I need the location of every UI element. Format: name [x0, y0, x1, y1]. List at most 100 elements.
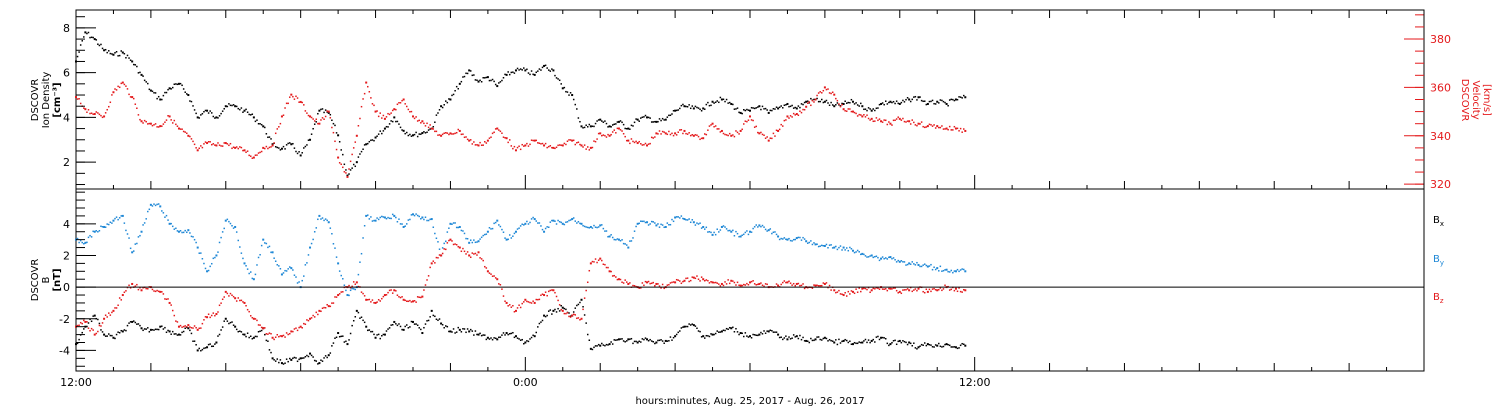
b-fill-Bx-20-3 — [267, 340, 269, 342]
top-fill-1-21-3 — [276, 128, 279, 130]
top-fill-0-30-4 — [362, 148, 364, 150]
b-fill-Bz-31-3 — [370, 301, 372, 303]
top-fill-1-23-5 — [298, 101, 300, 103]
top-point-0-89 — [908, 98, 911, 101]
top-fill-1-78-2 — [808, 101, 811, 103]
top-fill-1-51-2 — [555, 146, 558, 149]
b-fill-By-67-1 — [704, 228, 706, 230]
b-fill-Bx-56-5 — [607, 344, 609, 346]
top-fill-1-58-5 — [625, 139, 628, 142]
top-fill-0-26-2 — [321, 108, 324, 110]
ylabel-right-line1: DSCOVR — [1459, 79, 1470, 122]
b-point-By-34 — [393, 214, 396, 217]
top-fill-1-11-1 — [179, 128, 182, 130]
top-fill-0-93-1 — [947, 104, 949, 107]
top-point-1-40 — [449, 132, 452, 135]
top-point-0-32 — [374, 136, 377, 139]
top-fill-1-69-3 — [725, 134, 728, 136]
b-fill-By-50-2 — [546, 226, 548, 228]
b-fill-Bz-11-2 — [181, 326, 183, 328]
top-fill-0-17-2 — [237, 107, 240, 110]
b-point-Bx-55 — [589, 347, 592, 350]
b-fill-By-3-5 — [111, 222, 113, 224]
top-fill-0-89-2 — [911, 98, 914, 101]
b-fill-By-48-5 — [532, 216, 534, 219]
b-point-By-28 — [337, 262, 340, 265]
top-fill-1-60-2 — [640, 142, 642, 145]
b-fill-By-74-2 — [771, 232, 773, 235]
b-fill-By-7-5 — [148, 208, 151, 211]
top-fill-0-32-5 — [382, 130, 385, 132]
b-fill-By-61-5 — [654, 222, 656, 224]
b-point-Bz-77 — [795, 282, 798, 285]
top-fill-1-2-2 — [97, 112, 99, 114]
top-fill-1-37-1 — [423, 122, 425, 125]
b-fill-By-79-5 — [822, 245, 825, 247]
b-point-Bx-75 — [777, 333, 780, 336]
b-fill-By-29-5 — [354, 288, 357, 291]
b-point-By-13 — [196, 246, 199, 249]
b-fill-Bz-76-3 — [791, 284, 793, 286]
b-fill-Bz-3-1 — [104, 314, 107, 316]
top-fill-0-23-4 — [296, 152, 299, 155]
top-fill-1-1-2 — [87, 109, 90, 111]
b-fill-Bx-25-5 — [317, 363, 319, 365]
top-point-1-56 — [599, 132, 602, 135]
b-fill-By-15-4 — [221, 231, 224, 233]
b-fill-Bx-77-3 — [800, 338, 803, 341]
b-fill-Bz-85-3 — [875, 286, 878, 289]
b-fill-By-27-4 — [334, 247, 336, 249]
top-fill-0-89-4 — [914, 95, 917, 98]
b-fill-Bz-31-4 — [371, 299, 374, 301]
b-fill-Bz-54-2 — [583, 297, 586, 299]
b-fill-Bz-2-2 — [97, 330, 99, 333]
b-point-Bz-48 — [524, 298, 527, 301]
top-fill-1-8-2 — [153, 124, 155, 126]
b-fill-Bz-64-1 — [675, 278, 678, 281]
b-fill-Bx-78-3 — [810, 337, 812, 340]
b-fill-Bz-55-3 — [594, 258, 597, 260]
top-fill-0-1-4 — [90, 36, 93, 39]
b-point-Bx-72 — [749, 335, 751, 338]
b-fill-Bx-22-4 — [287, 360, 289, 363]
b-fill-By-30-5 — [363, 225, 366, 227]
b-fill-By-79-4 — [821, 244, 823, 247]
top-fill-1-69-5 — [728, 132, 731, 135]
b-fill-Bx-0-4 — [81, 331, 83, 334]
b-fill-Bz-42-3 — [473, 253, 475, 255]
top-fill-1-70-1 — [732, 134, 734, 136]
b-fill-Bx-36-2 — [415, 323, 417, 325]
top-fill-1-68-2 — [714, 125, 717, 127]
top-fill-1-62-4 — [661, 130, 664, 133]
b-fill-By-13-4 — [203, 262, 205, 265]
b-fill-Bz-38-4 — [437, 257, 439, 259]
b-fill-By-38-2 — [434, 232, 436, 235]
b-fill-By-20-1 — [264, 242, 266, 244]
top-fill-0-24-4 — [306, 144, 308, 146]
top-point-1-76 — [786, 115, 789, 118]
b-fill-By-93-1 — [947, 270, 949, 273]
b-fill-Bx-68-4 — [718, 331, 720, 333]
top-fill-0-55-5 — [597, 119, 600, 121]
top-fill-1-17-2 — [237, 147, 240, 150]
b-fill-Bx-2-1 — [95, 317, 98, 320]
top-point-1-26 — [318, 122, 321, 125]
b-fill-Bx-41-5 — [466, 328, 469, 330]
top-fill-0-44-3 — [491, 78, 494, 81]
top-fill-1-91-5 — [934, 127, 937, 129]
b-fill-By-48-1 — [526, 220, 528, 223]
b-point-By-58 — [617, 238, 620, 241]
b-fill-Bx-61-1 — [647, 339, 650, 342]
b-point-Bz-20 — [262, 327, 265, 330]
top-fill-0-80-4 — [830, 101, 832, 104]
b-fill-Bx-53-4 — [577, 303, 580, 306]
b-fill-By-10-5 — [176, 230, 179, 232]
b-fill-Bx-51-1 — [554, 308, 556, 311]
b-fill-Bx-26-4 — [324, 355, 327, 357]
top-point-1-17 — [234, 146, 237, 149]
b-fill-By-80-2 — [827, 247, 829, 249]
top-fill-0-85-5 — [878, 103, 881, 106]
top-fill-0-65-5 — [691, 105, 694, 107]
b-point-By-81 — [833, 246, 836, 249]
top-point-0-72 — [749, 109, 751, 112]
